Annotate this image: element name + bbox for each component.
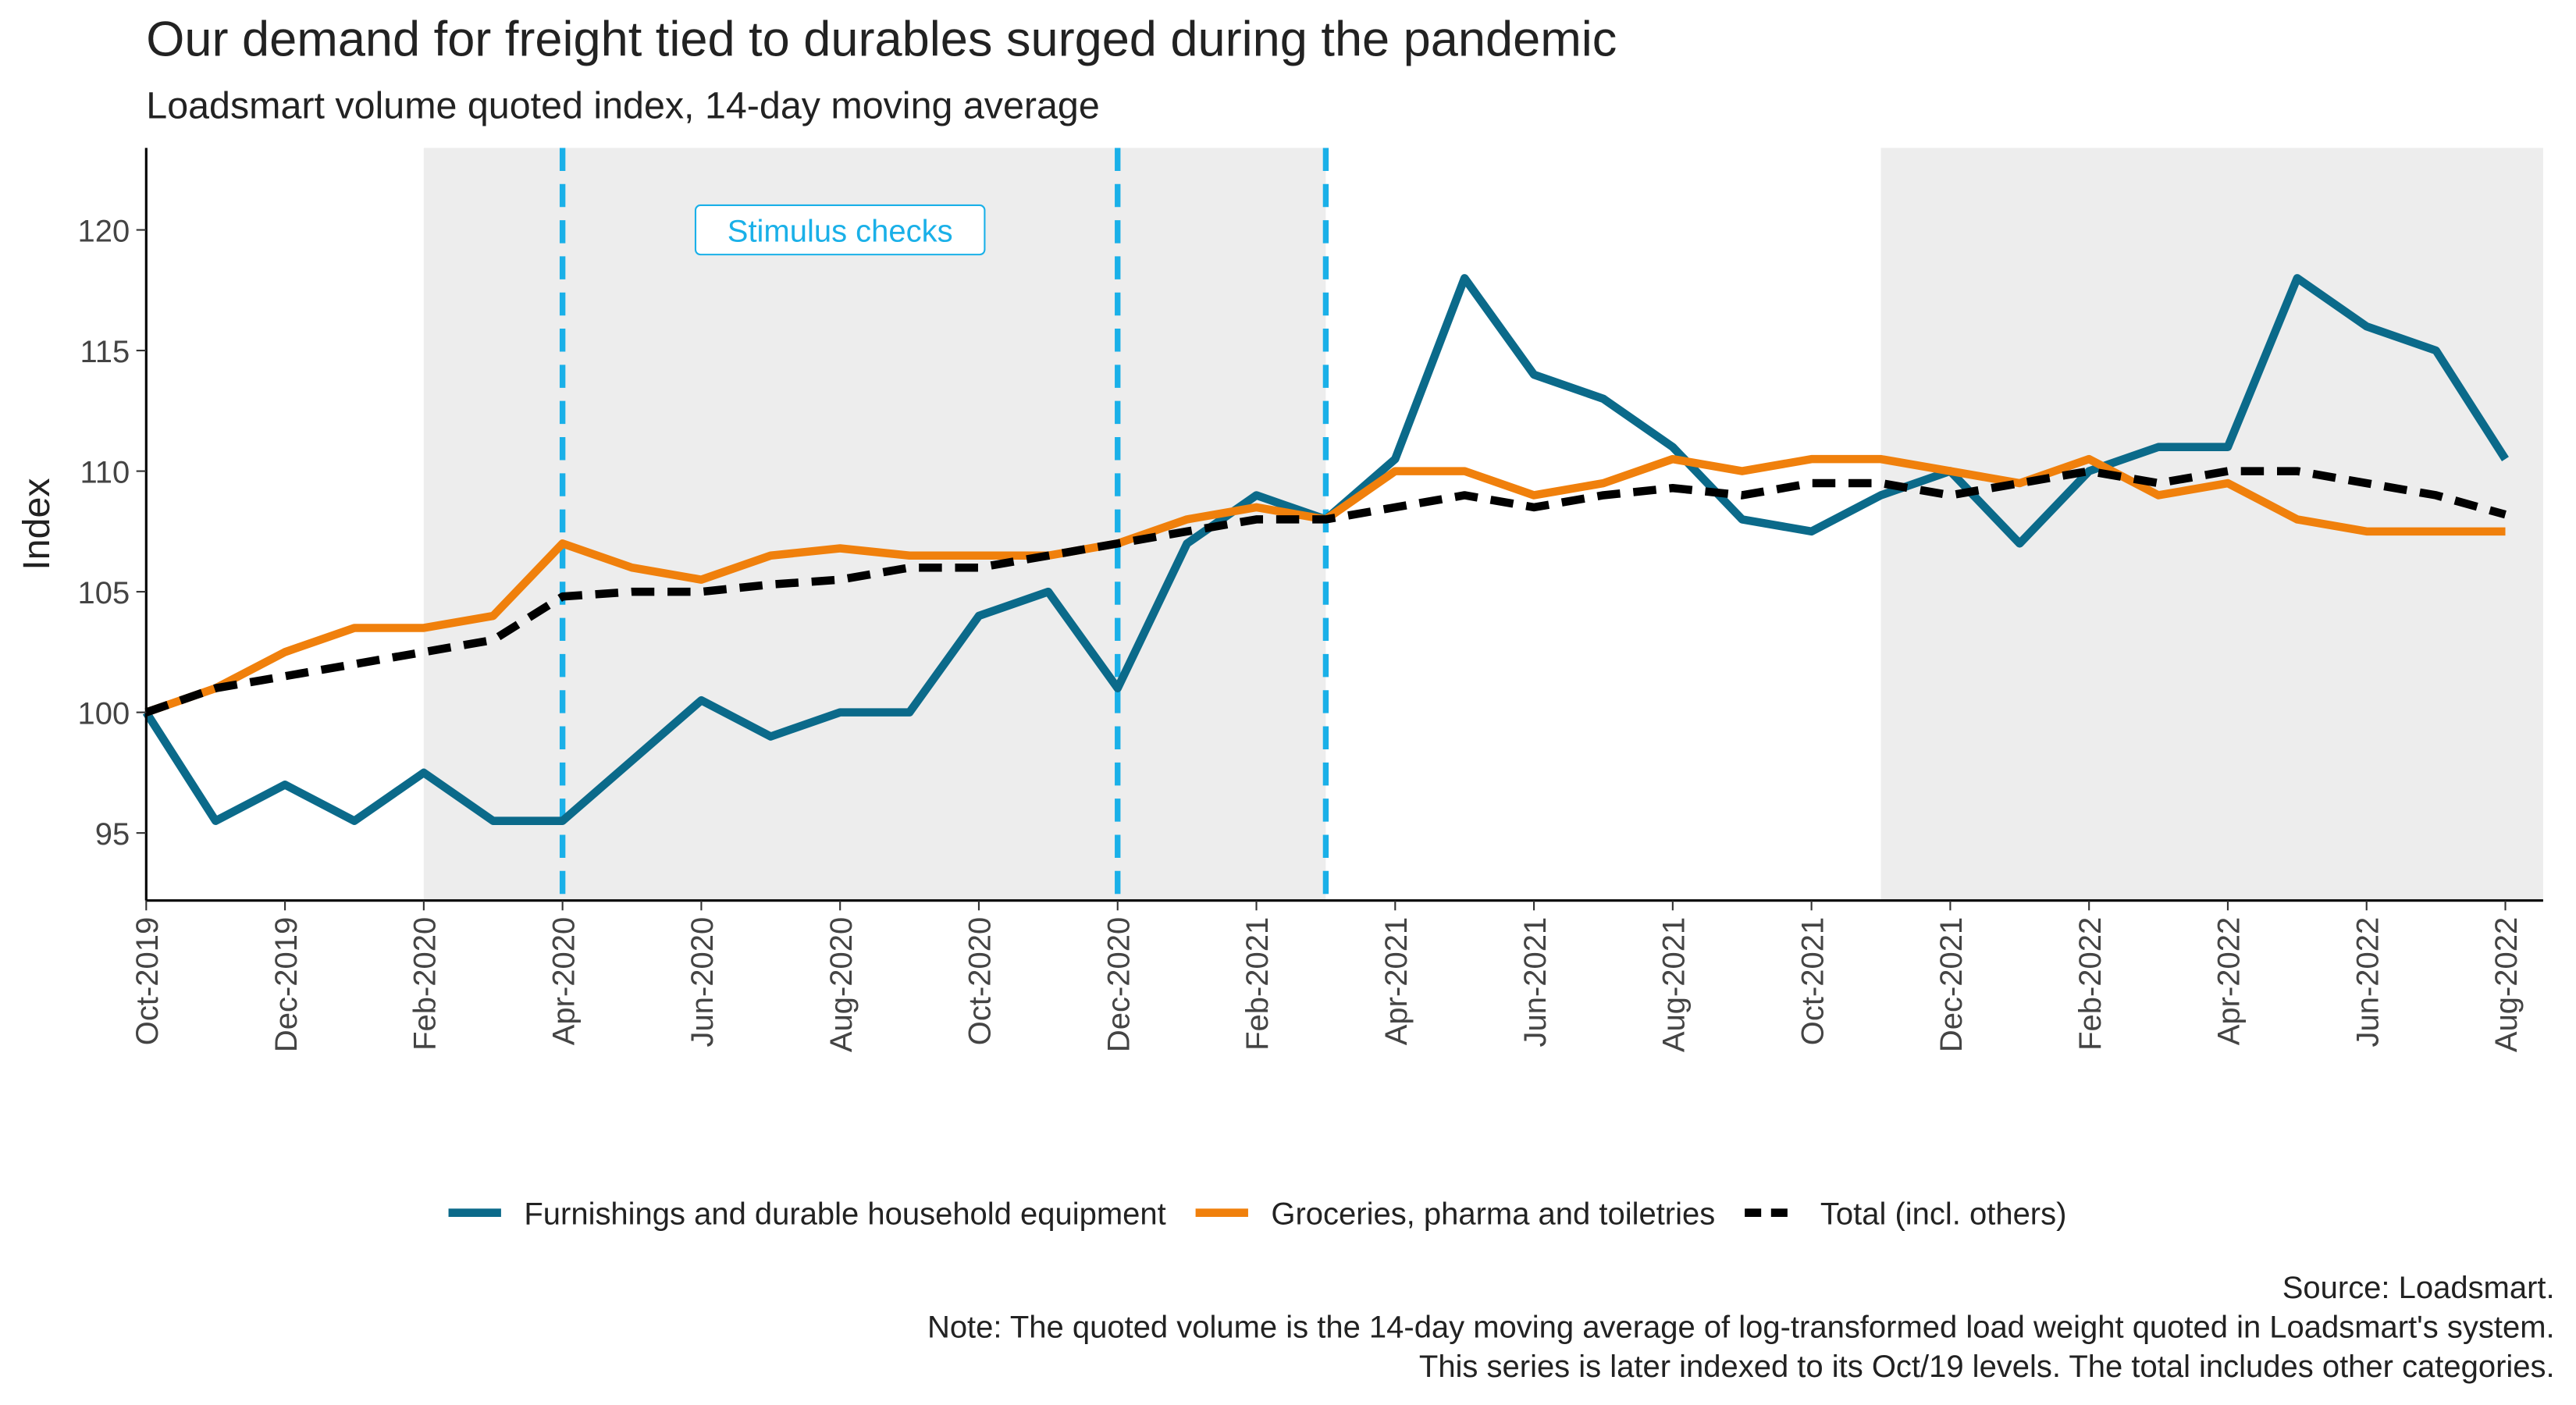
- y-tick-label: 115: [80, 335, 130, 369]
- y-tick-label: 110: [80, 455, 130, 489]
- x-tick-label: Dec-2020: [1101, 917, 1136, 1052]
- legend-label: Total (incl. others): [1820, 1197, 2066, 1231]
- legend-label: Groceries, pharma and toiletries: [1271, 1197, 1715, 1231]
- chart-title: Our demand for freight tied to durables …: [146, 12, 1617, 67]
- x-tick-label: Apr-2020: [546, 917, 581, 1046]
- x-tick-label: Feb-2021: [1240, 917, 1275, 1051]
- x-tick-label: Feb-2022: [2073, 917, 2108, 1051]
- y-tick-label: 120: [78, 214, 130, 248]
- caption: Source: Loadsmart.: [2282, 1271, 2555, 1305]
- x-tick-label: Dec-2019: [269, 917, 304, 1052]
- y-tick-label: 100: [78, 696, 130, 731]
- x-tick-label: Oct-2019: [130, 917, 165, 1045]
- chart-subtitle: Loadsmart volume quoted index, 14-day mo…: [146, 85, 1099, 127]
- x-tick-label: Aug-2022: [2489, 917, 2524, 1052]
- x-tick-label: Oct-2020: [963, 917, 998, 1045]
- annotation-box: [694, 204, 986, 256]
- caption: Note: The quoted volume is the 14-day mo…: [927, 1311, 2555, 1345]
- shaded-region: [1880, 148, 2543, 901]
- x-tick-label: Apr-2021: [1379, 917, 1414, 1046]
- shaded-region: [423, 148, 1326, 901]
- x-tick-label: Aug-2020: [824, 917, 859, 1052]
- y-tick-label: 105: [78, 576, 130, 610]
- x-tick-label: Jun-2022: [2350, 917, 2385, 1048]
- annotation: Stimulus checks: [728, 214, 953, 248]
- x-tick-label: Dec-2021: [1934, 917, 1969, 1052]
- x-tick-label: Jun-2020: [685, 917, 720, 1048]
- y-tick-label: 95: [95, 817, 130, 852]
- y-axis-label: Index: [16, 478, 58, 570]
- legend-label: Furnishings and durable household equipm…: [524, 1197, 1165, 1231]
- series-line: [144, 467, 2507, 717]
- x-tick-label: Aug-2021: [1657, 917, 1692, 1052]
- caption: This series is later indexed to its Oct/…: [1419, 1350, 2555, 1384]
- x-tick-label: Apr-2022: [2212, 917, 2247, 1046]
- x-tick-label: Oct-2021: [1795, 917, 1830, 1045]
- x-tick-label: Feb-2020: [408, 917, 443, 1051]
- x-tick-label: Jun-2021: [1518, 917, 1553, 1048]
